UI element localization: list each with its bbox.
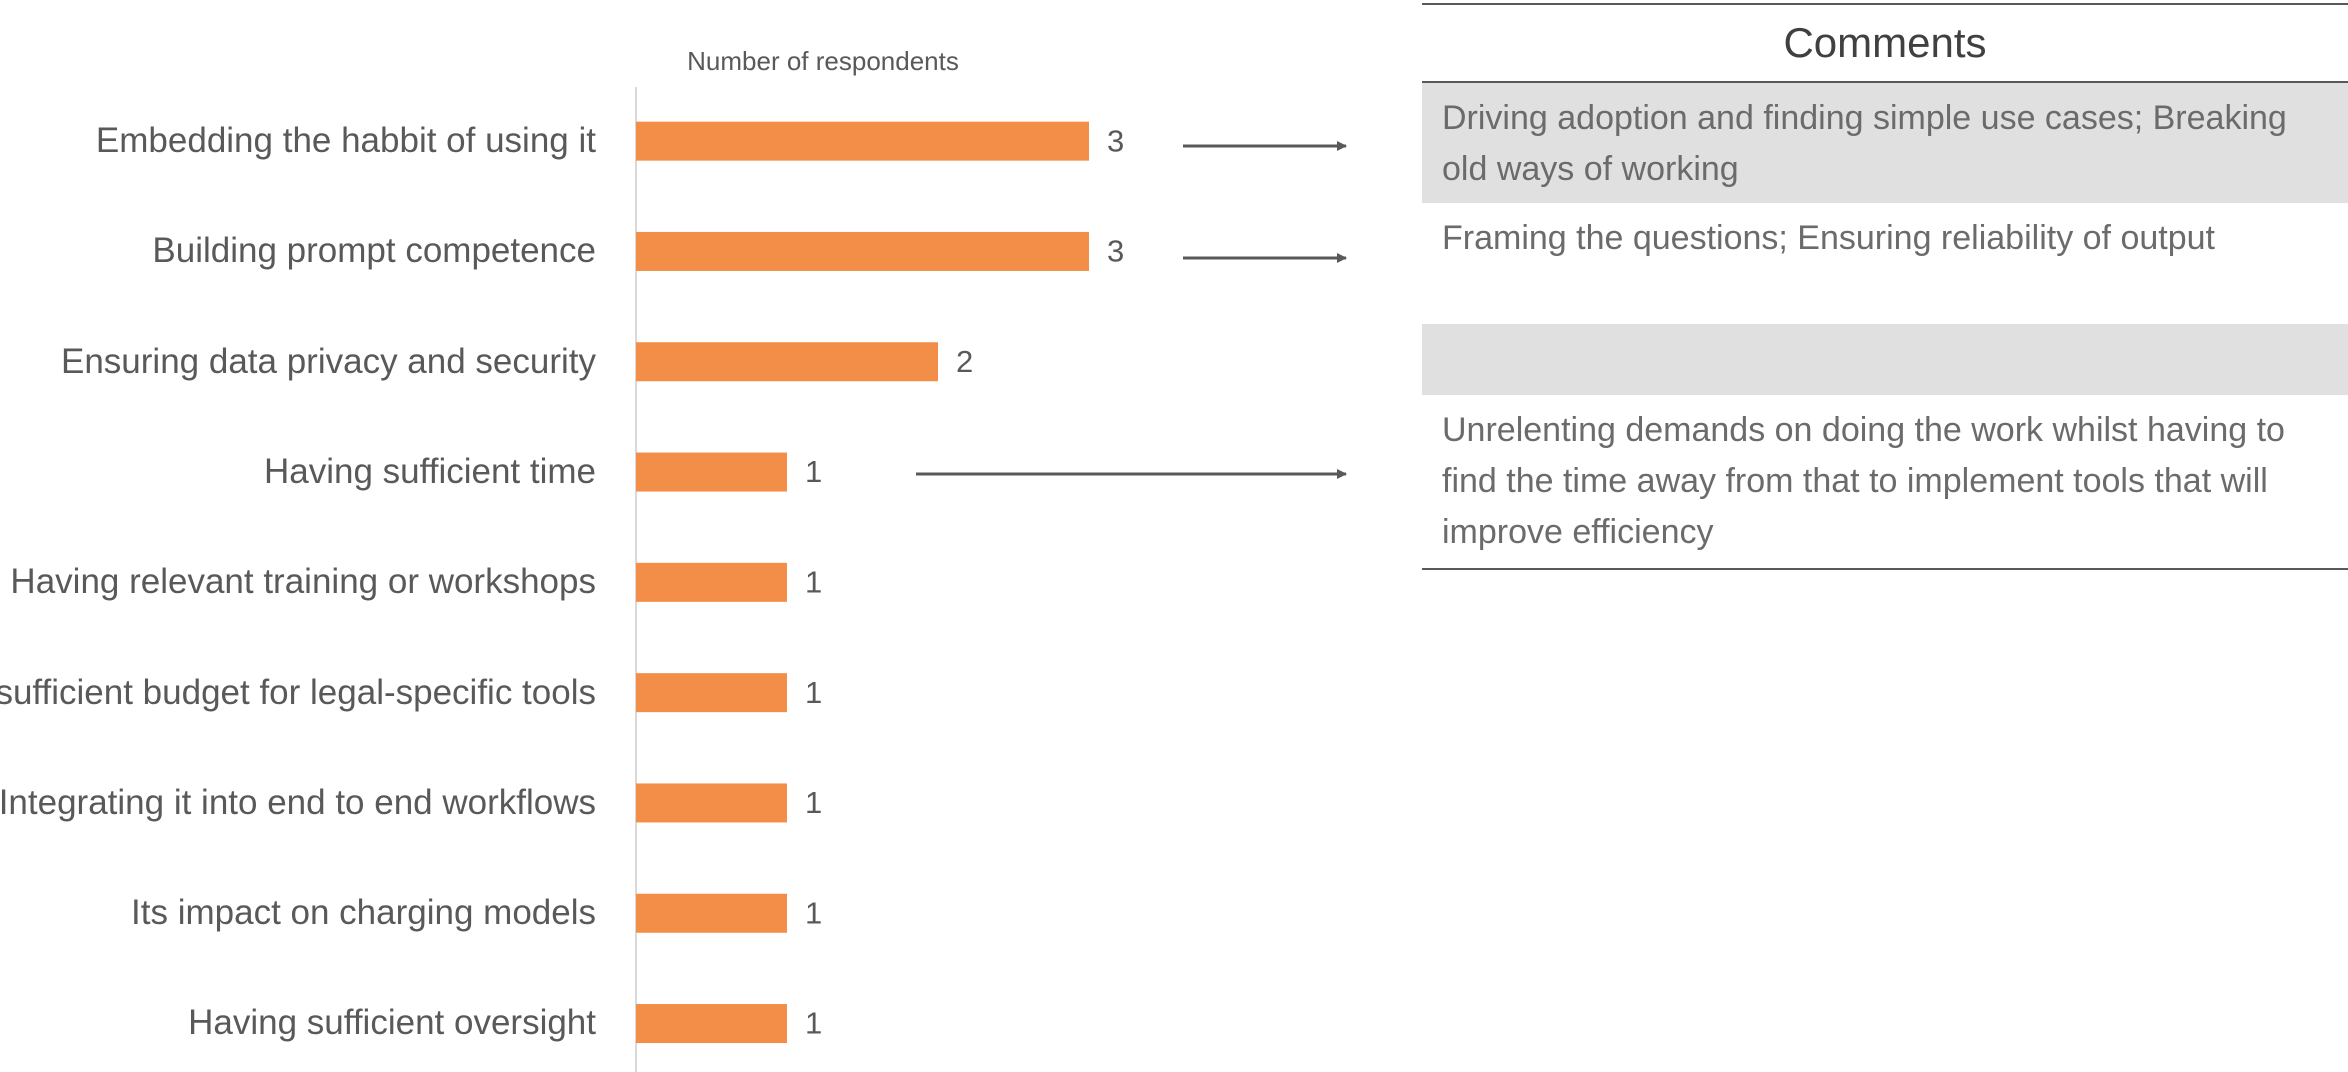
bar <box>636 342 938 382</box>
table-header: Comments <box>1422 3 2348 83</box>
category-label: Embedding the habbit of using it <box>95 121 596 160</box>
value-label: 1 <box>805 1006 822 1041</box>
table-row <box>1422 324 2348 395</box>
table-row: Driving adoption and finding simple use … <box>1422 83 2348 203</box>
bar <box>636 452 787 492</box>
table-row: Framing the questions; Ensuring reliabil… <box>1422 203 2348 324</box>
value-label: 3 <box>1107 234 1124 269</box>
bar <box>636 562 787 602</box>
category-label-box: Having sufficient budget for legal-speci… <box>0 638 596 748</box>
chart: Number of respondents 3 3 2 1 1 1 1 1 1 <box>635 46 1347 1072</box>
comments-table: Comments Driving adoption and finding si… <box>1422 3 2348 570</box>
bar <box>636 1004 787 1044</box>
category-label-box: Having sufficient oversight <box>0 968 596 1072</box>
value-label: 2 <box>956 344 973 379</box>
category-label: Ensuring data privacy and security <box>61 341 596 381</box>
comment-text: Driving adoption and finding simple use … <box>1442 99 2287 188</box>
bar <box>636 893 787 933</box>
category-label: Having relevant training or workshops <box>10 562 596 602</box>
category-label-box: Integrating it into end to end workflows <box>0 748 596 858</box>
comment-text: Framing the questions; Ensuring reliabil… <box>1442 219 2215 257</box>
axis-title: Number of respondents <box>687 46 959 76</box>
bar <box>636 231 1089 271</box>
value-label: 1 <box>805 895 822 930</box>
table-bottom-rule <box>1422 568 2348 570</box>
category-label: Integrating it into end to end workflows <box>0 782 596 822</box>
value-label: 1 <box>805 785 822 820</box>
value-label: 1 <box>805 565 822 600</box>
category-label-box: Having sufficient time <box>0 417 596 527</box>
category-label-box: Its impact on charging models <box>0 858 596 968</box>
bar <box>636 673 787 713</box>
category-label: Having sufficient time <box>263 451 596 491</box>
value-label: 1 <box>805 675 822 710</box>
table-row: Unrelenting demands on doing the work wh… <box>1422 395 2348 568</box>
category-label: Building prompt competence <box>152 231 596 271</box>
comment-text: Unrelenting demands on doing the work wh… <box>1442 411 2285 551</box>
category-label: Its impact on charging models <box>131 893 596 933</box>
category-label-box: Ensuring data privacy and security <box>0 307 596 417</box>
bar <box>636 121 1089 161</box>
value-label: 3 <box>1107 123 1124 158</box>
category-label-box: Embedding the habbit of using it <box>0 86 596 196</box>
category-label: Having sufficient budget for legal-speci… <box>0 672 596 712</box>
category-label: Having sufficient oversight <box>188 1003 596 1043</box>
category-label-box: Having relevant training or workshops <box>0 527 596 637</box>
bar <box>636 783 787 823</box>
value-label: 1 <box>805 454 822 489</box>
category-label-box: Building prompt competence <box>0 196 596 306</box>
